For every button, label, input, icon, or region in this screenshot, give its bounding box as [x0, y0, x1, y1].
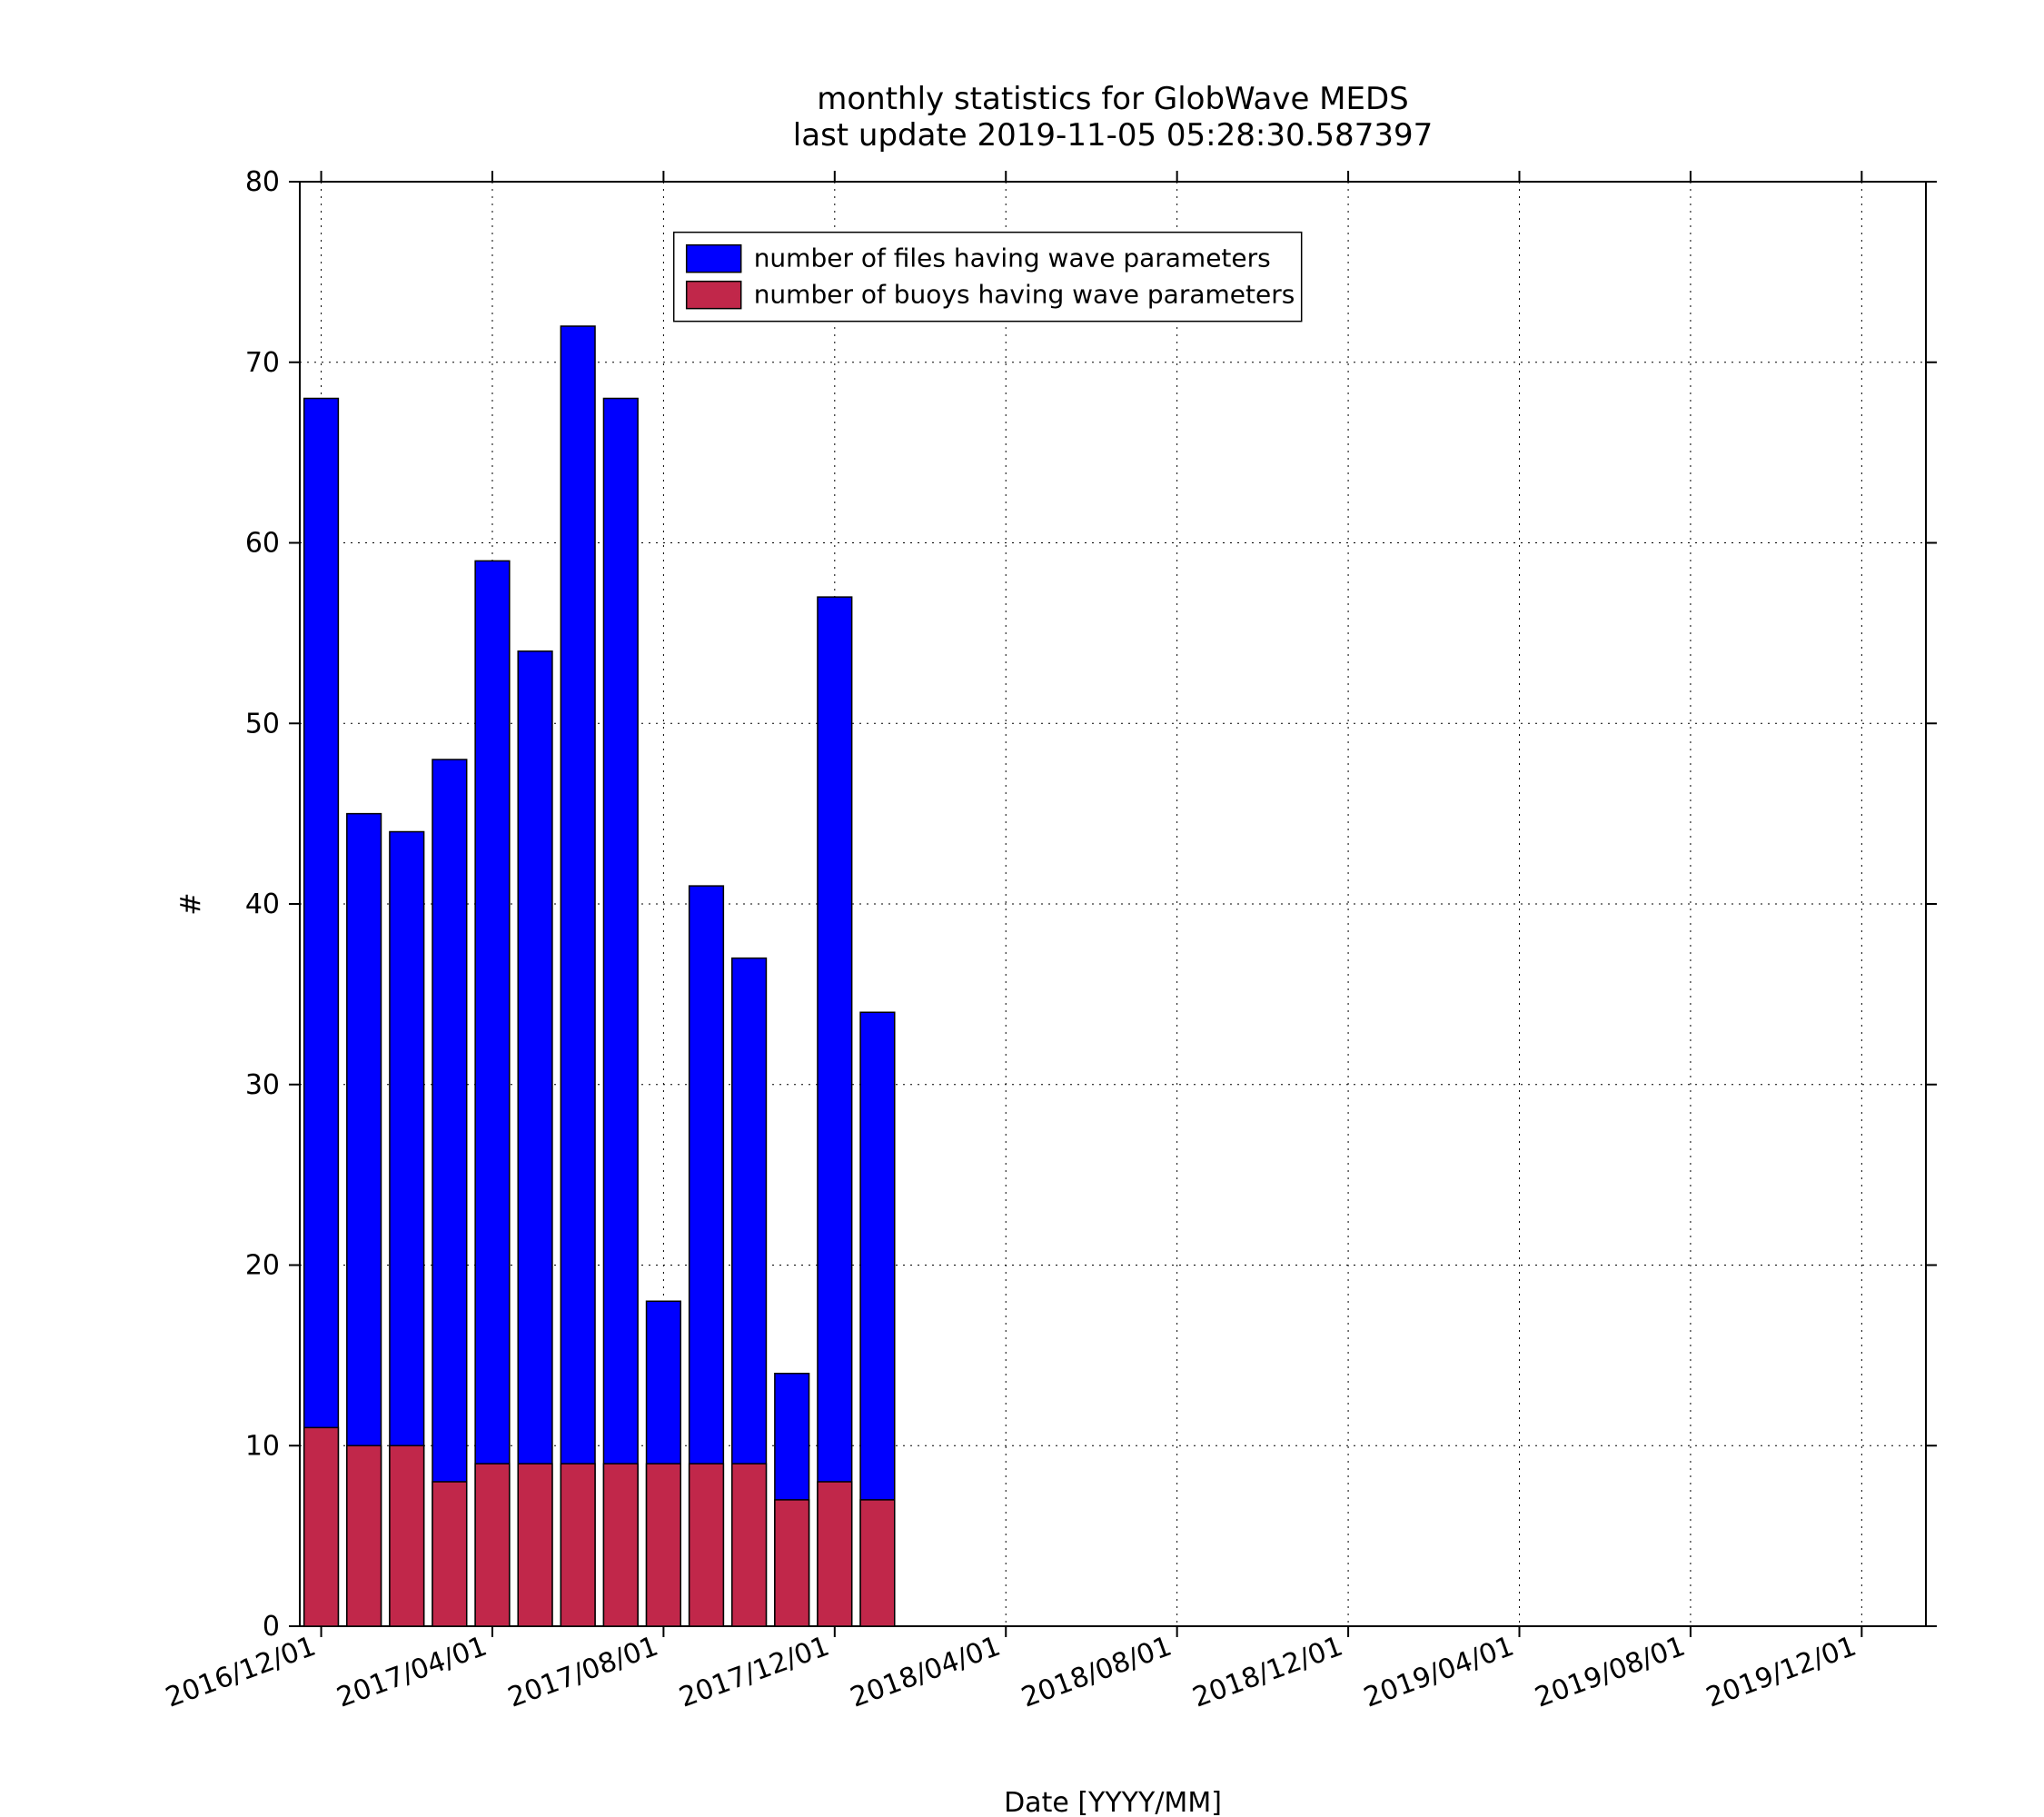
- ytick-label: 30: [245, 1069, 280, 1101]
- chart-title-line2: last update 2019-11-05 05:28:30.587397: [793, 117, 1433, 154]
- chart-container: monthly statistics for GlobWave MEDSlast…: [0, 0, 2044, 1817]
- bar-buoys: [775, 1500, 809, 1626]
- xtick-label: 2019/04/01: [1360, 1631, 1518, 1714]
- xtick-label: 2019/12/01: [1702, 1631, 1860, 1714]
- bar-buoys: [432, 1482, 467, 1626]
- legend-label: number of buoys having wave parameters: [754, 280, 1295, 310]
- chart-svg: monthly statistics for GlobWave MEDSlast…: [0, 0, 2044, 1817]
- xtick-label: 2017/12/01: [675, 1631, 833, 1714]
- ytick-label: 0: [263, 1611, 280, 1643]
- bar-buoys: [690, 1464, 724, 1626]
- ytick-label: 20: [245, 1250, 280, 1282]
- y-axis-label: #: [175, 892, 207, 915]
- bar-buoys: [475, 1464, 510, 1626]
- xtick-label: 2018/12/01: [1188, 1631, 1346, 1714]
- legend: number of files having wave parameters nu…: [674, 233, 1302, 322]
- bar-buoys: [647, 1464, 681, 1626]
- x-axis-label: Date [YYYY/MM]: [1004, 1787, 1222, 1817]
- xtick-label: 2019/08/01: [1531, 1631, 1689, 1714]
- ytick-label: 50: [245, 708, 280, 740]
- bar-buoys: [390, 1445, 424, 1626]
- xtick-label: 2017/08/01: [504, 1631, 662, 1714]
- bar-buoys: [860, 1500, 895, 1626]
- legend-label: number of files having wave parameters: [754, 243, 1271, 273]
- bar-buoys: [518, 1464, 552, 1626]
- ytick-label: 60: [245, 528, 280, 560]
- xtick-label: 2018/08/01: [1017, 1631, 1176, 1714]
- ytick-label: 10: [245, 1430, 280, 1462]
- xtick-label: 2018/04/01: [847, 1631, 1005, 1714]
- bar-files: [818, 597, 852, 1626]
- bar-buoys: [304, 1427, 339, 1626]
- bar-buoys: [603, 1464, 638, 1626]
- bar-files: [603, 399, 638, 1627]
- chart-title-line1: monthly statistics for GlobWave MEDS: [817, 81, 1409, 117]
- ytick-label: 80: [245, 166, 280, 198]
- bar-files: [561, 326, 595, 1626]
- legend-swatch: [687, 245, 741, 273]
- bar-buoys: [732, 1464, 767, 1626]
- ytick-label: 40: [245, 889, 280, 920]
- ytick-label: 70: [245, 347, 280, 379]
- legend-swatch: [687, 282, 741, 309]
- bar-buoys: [347, 1445, 382, 1626]
- xtick-label: 2016/12/01: [162, 1631, 320, 1714]
- xtick-label: 2017/04/01: [332, 1631, 491, 1714]
- bar-buoys: [818, 1482, 852, 1626]
- bar-buoys: [561, 1464, 595, 1626]
